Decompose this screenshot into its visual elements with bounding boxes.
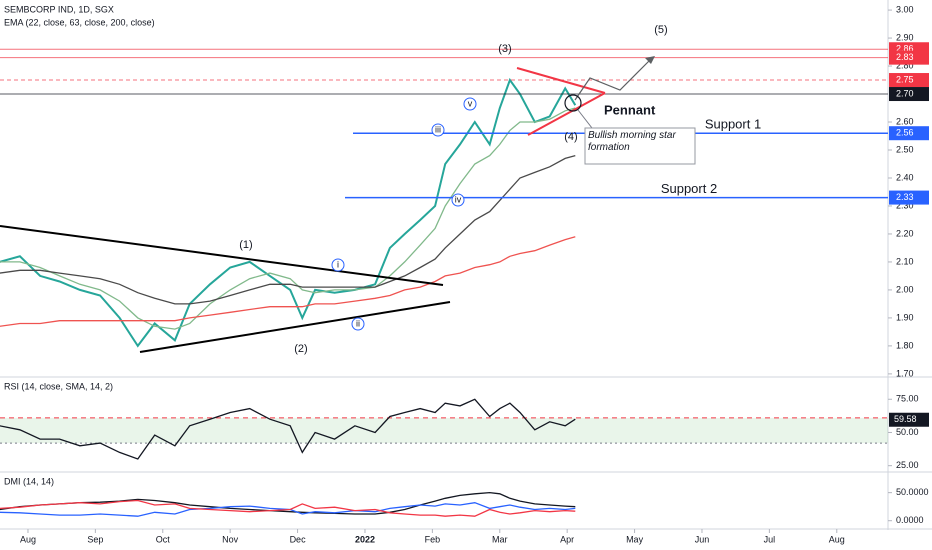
indicator-title: EMA (22, close, 63, close, 200, close) xyxy=(4,17,155,27)
level-box xyxy=(889,87,929,102)
callout-box xyxy=(584,127,696,165)
level-box xyxy=(889,190,929,205)
trendline xyxy=(139,301,451,353)
pennant-line xyxy=(527,92,606,136)
y-tick-label: 75.00 xyxy=(896,394,919,404)
level-label: 2.86 xyxy=(896,44,914,54)
subwave-label: i xyxy=(337,259,339,269)
subwave-label: ii xyxy=(356,318,360,328)
y-tick-label: 2.50 xyxy=(896,144,914,154)
series-line xyxy=(0,398,576,460)
level-label: 2.83 xyxy=(896,52,914,62)
x-tick-label: Sep xyxy=(87,534,103,544)
y-tick-label: 50.00 xyxy=(896,427,919,437)
callout: Bullish morning star formation xyxy=(588,130,676,153)
series-line xyxy=(0,499,576,517)
y-tick-label: 0.0000 xyxy=(896,515,924,525)
subwave-circle xyxy=(431,123,445,137)
subwave-circle xyxy=(331,258,345,272)
y-tick-label: 2.30 xyxy=(896,200,914,210)
level-label: 2.75 xyxy=(896,74,914,84)
subwave-circle xyxy=(351,317,365,331)
y-tick-label: 2.40 xyxy=(896,172,914,182)
highlight-circle xyxy=(564,94,582,112)
indicator-title: DMI (14, 14) xyxy=(4,476,54,486)
level-box xyxy=(889,73,929,88)
level-label: 2.33 xyxy=(896,192,914,202)
level-label: 2.56 xyxy=(896,128,914,138)
y-tick-label: 2.10 xyxy=(896,256,914,266)
x-tick-label: Aug xyxy=(829,534,845,544)
wave-label: (2) xyxy=(294,343,307,355)
y-tick-label: 1.80 xyxy=(896,340,914,350)
x-tick-label: Mar xyxy=(492,534,508,544)
subwave-label: v xyxy=(468,98,473,108)
y-tick-label: 2.60 xyxy=(896,116,914,126)
x-tick-label: May xyxy=(626,534,644,544)
y-tick-label: 2.90 xyxy=(896,32,914,42)
level-text: Support 1 xyxy=(705,117,761,132)
value-label: 59.58 xyxy=(894,414,917,424)
y-tick-label: 3.00 xyxy=(896,4,914,14)
rsi-band xyxy=(0,417,888,444)
x-tick-label: Jun xyxy=(695,534,710,544)
y-tick-label: 50.0000 xyxy=(896,487,929,497)
indicator-title: RSI (14, close, SMA, 14, 2) xyxy=(4,381,113,391)
series-line xyxy=(0,236,576,327)
y-tick-label: 1.70 xyxy=(896,368,914,378)
x-tick-label: Oct xyxy=(156,534,171,544)
level-box xyxy=(889,126,929,141)
arrow-head xyxy=(645,56,655,64)
callout-text: Bullish morning star formation xyxy=(588,130,676,153)
x-tick-label: Feb xyxy=(425,534,441,544)
x-tick-label: Jul xyxy=(764,534,776,544)
symbol-title: SEMBCORP IND, 1D, SGX xyxy=(4,4,114,14)
subwave-circle xyxy=(451,193,465,207)
series-line xyxy=(0,491,576,515)
y-tick-label: 2.00 xyxy=(896,284,914,294)
level-box xyxy=(889,50,929,65)
y-tick-label: 1.90 xyxy=(896,312,914,322)
x-tick-label: 2022 xyxy=(355,534,375,544)
x-tick-label: Apr xyxy=(560,534,574,544)
wave-label: (1) xyxy=(239,239,252,251)
trendline xyxy=(0,225,444,286)
projection-arrow xyxy=(574,57,653,101)
level-label: 2.70 xyxy=(896,88,914,98)
value-box xyxy=(889,412,929,427)
wave-label: (3) xyxy=(498,43,511,55)
pattern-label: Pennant xyxy=(604,102,656,117)
x-tick-label: Nov xyxy=(222,534,239,544)
callout-line xyxy=(577,109,593,129)
y-tick-label: 2.80 xyxy=(896,60,914,70)
subwave-circle xyxy=(463,97,477,111)
level-text: Support 2 xyxy=(661,181,717,196)
series-line xyxy=(0,107,576,330)
x-tick-label: Dec xyxy=(290,534,307,544)
y-tick-label: 2.20 xyxy=(896,228,914,238)
series-line xyxy=(0,502,576,517)
x-tick-label: Aug xyxy=(20,534,36,544)
y-tick-label: 25.00 xyxy=(896,460,919,470)
wave-label: (4) xyxy=(564,131,577,143)
wave-label: (5) xyxy=(654,24,667,36)
subwave-label: iv xyxy=(455,194,462,204)
pennant-line xyxy=(516,67,606,94)
subwave-label: iii xyxy=(435,124,441,134)
drawings xyxy=(0,56,696,353)
series-line xyxy=(0,154,576,305)
